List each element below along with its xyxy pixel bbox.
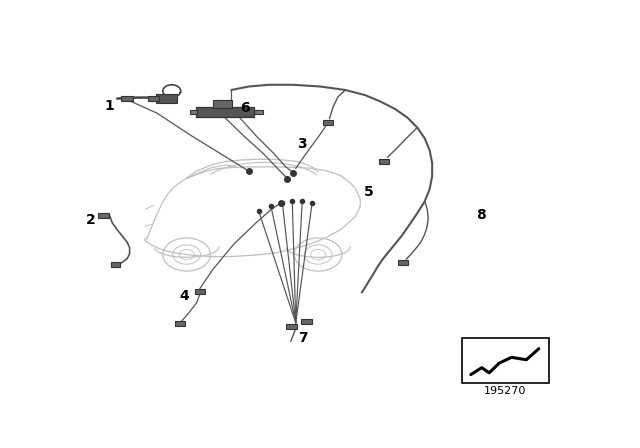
FancyBboxPatch shape [301,319,312,324]
FancyBboxPatch shape [121,96,133,101]
Text: 4: 4 [179,289,189,303]
FancyBboxPatch shape [323,121,333,125]
Text: 2: 2 [86,213,96,227]
FancyBboxPatch shape [189,110,196,114]
FancyBboxPatch shape [148,96,159,101]
Text: 8: 8 [476,208,486,222]
FancyBboxPatch shape [379,159,388,164]
Text: 7: 7 [298,332,308,345]
FancyBboxPatch shape [254,110,263,115]
FancyBboxPatch shape [156,94,177,103]
Text: 5: 5 [364,185,374,199]
FancyBboxPatch shape [213,99,232,108]
Text: 195270: 195270 [484,386,527,396]
FancyBboxPatch shape [175,321,185,326]
Text: 3: 3 [298,137,307,151]
Text: 1: 1 [105,99,115,113]
FancyBboxPatch shape [99,213,109,218]
Text: 6: 6 [240,101,250,115]
FancyBboxPatch shape [111,262,120,267]
FancyBboxPatch shape [399,260,408,265]
FancyBboxPatch shape [195,289,205,294]
FancyBboxPatch shape [286,324,297,329]
FancyBboxPatch shape [196,107,254,117]
FancyBboxPatch shape [462,338,548,383]
